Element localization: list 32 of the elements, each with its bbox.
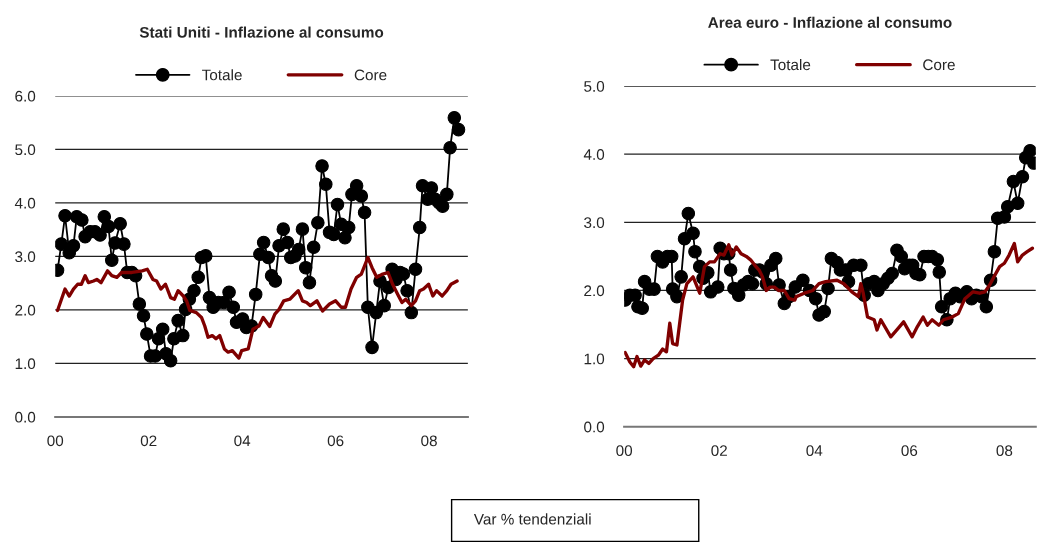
y-tick-label: 6.0 — [15, 90, 36, 102]
x-tick-label: 08 — [996, 445, 1013, 457]
x-tick-label: 06 — [327, 435, 344, 447]
y-tick-label: 2.0 — [15, 304, 36, 316]
y-tick-label: 2.0 — [584, 285, 605, 297]
y-tick-label: 1.0 — [15, 358, 36, 370]
legend-label: Totale — [770, 58, 811, 71]
y-tick-label: 3.0 — [15, 251, 36, 263]
y-tick-label: 0.0 — [584, 421, 605, 433]
y-tick-label: 4.0 — [583, 149, 605, 160]
line-series — [624, 241, 1035, 369]
x-tick-label: 04 — [234, 435, 251, 447]
chart-title: Stati Uniti - Inflazione al consumo — [139, 26, 384, 38]
y-tick-label: 0.0 — [15, 411, 36, 423]
line-series — [55, 255, 459, 360]
chart-title: Area euro - Inflazione al consumo — [708, 16, 952, 28]
y-tick-label: 4.0 — [14, 197, 36, 209]
y-tick-label: 3.0 — [584, 217, 605, 229]
legend-label: Core — [923, 59, 955, 71]
y-tick-label: 1.0 — [584, 353, 605, 365]
y-tick-label: 5.0 — [584, 80, 605, 92]
legend-label: Totale — [202, 69, 242, 81]
x-tick-label: 04 — [806, 445, 823, 457]
x-tick-label: 02 — [140, 435, 157, 447]
x-tick-label: 02 — [711, 445, 727, 457]
legend-label: Core — [354, 69, 387, 81]
y-tick-label: 5.0 — [15, 144, 36, 156]
x-tick-label: 08 — [421, 435, 437, 447]
x-tick-label: 00 — [616, 445, 633, 457]
text: Var % tendenziali — [473, 513, 591, 525]
x-tick-label: 00 — [47, 435, 64, 447]
x-tick-label: 06 — [901, 445, 918, 457]
